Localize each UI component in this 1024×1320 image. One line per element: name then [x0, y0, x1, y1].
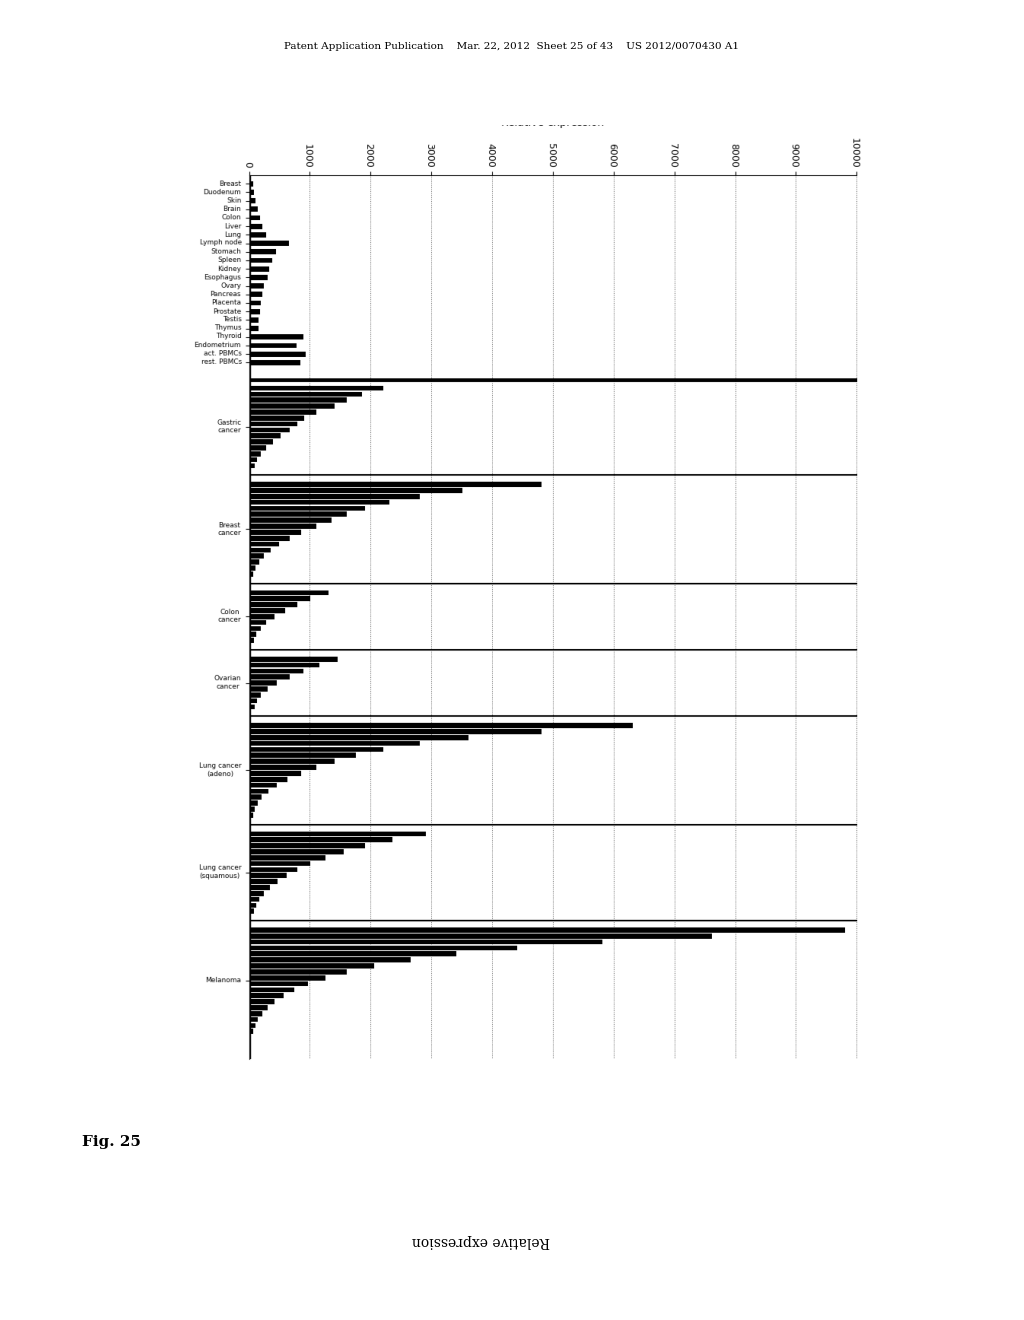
- Text: Fig. 25: Fig. 25: [82, 1135, 140, 1148]
- Text: Patent Application Publication    Mar. 22, 2012  Sheet 25 of 43    US 2012/00704: Patent Application Publication Mar. 22, …: [285, 42, 739, 51]
- Text: Relative expression: Relative expression: [413, 1234, 550, 1247]
